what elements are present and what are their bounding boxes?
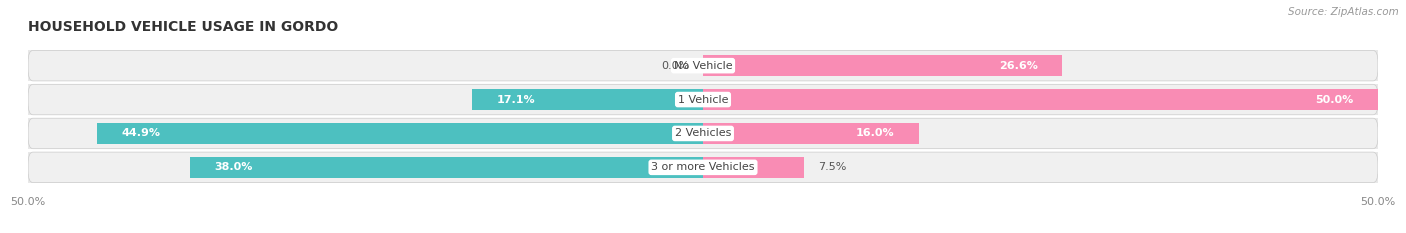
Text: No Vehicle: No Vehicle xyxy=(673,61,733,71)
Bar xyxy=(28,118,1378,149)
Bar xyxy=(703,157,804,178)
Text: 50.0%: 50.0% xyxy=(1316,95,1354,105)
Text: 26.6%: 26.6% xyxy=(998,61,1038,71)
Bar xyxy=(28,152,1378,183)
Bar xyxy=(703,123,920,144)
Bar xyxy=(703,55,1062,76)
Text: 3 or more Vehicles: 3 or more Vehicles xyxy=(651,162,755,172)
Bar xyxy=(703,89,1378,110)
Text: 16.0%: 16.0% xyxy=(856,128,894,138)
Bar xyxy=(472,89,703,110)
Text: Source: ZipAtlas.com: Source: ZipAtlas.com xyxy=(1288,7,1399,17)
FancyBboxPatch shape xyxy=(28,152,1378,183)
Bar xyxy=(28,84,1378,115)
Text: 1 Vehicle: 1 Vehicle xyxy=(678,95,728,105)
Text: 2 Vehicles: 2 Vehicles xyxy=(675,128,731,138)
FancyBboxPatch shape xyxy=(28,118,1378,149)
Text: 17.1%: 17.1% xyxy=(496,95,536,105)
Text: 7.5%: 7.5% xyxy=(818,162,846,172)
Bar xyxy=(190,157,703,178)
FancyBboxPatch shape xyxy=(28,50,1378,81)
FancyBboxPatch shape xyxy=(28,84,1378,115)
Text: 38.0%: 38.0% xyxy=(214,162,253,172)
Text: 0.0%: 0.0% xyxy=(661,61,689,71)
Bar xyxy=(28,50,1378,81)
Text: 44.9%: 44.9% xyxy=(121,128,160,138)
Text: HOUSEHOLD VEHICLE USAGE IN GORDO: HOUSEHOLD VEHICLE USAGE IN GORDO xyxy=(28,20,339,34)
Bar xyxy=(97,123,703,144)
